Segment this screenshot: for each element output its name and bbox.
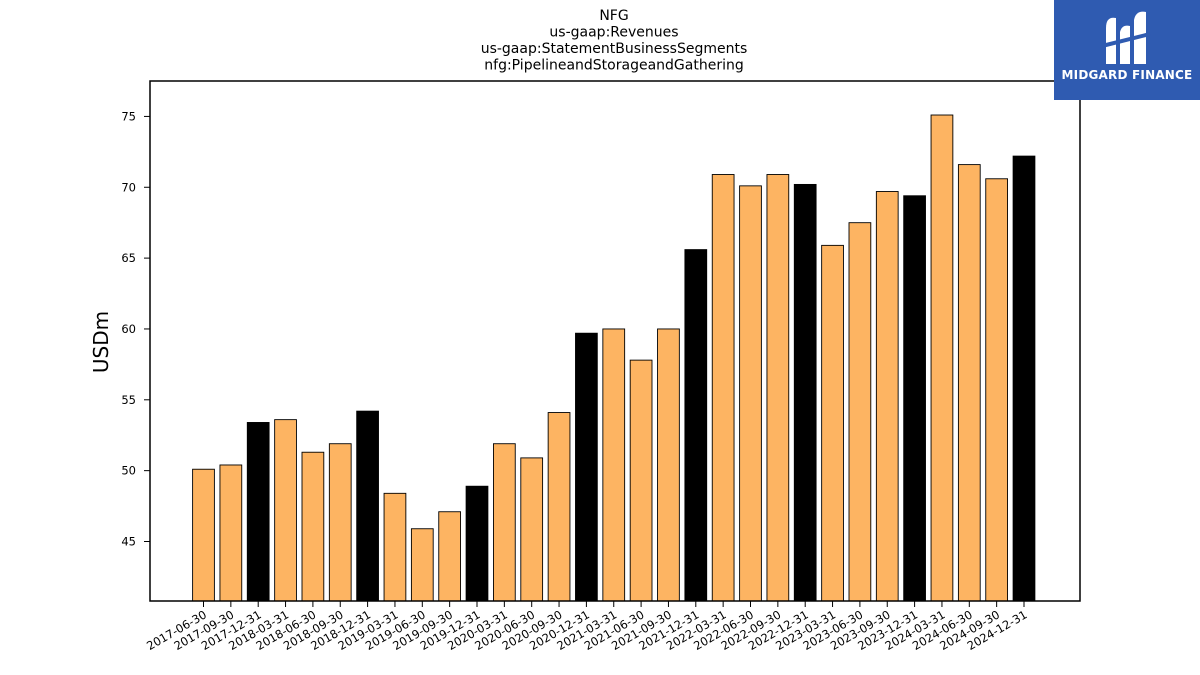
- bar-2024-06-30: [957, 164, 981, 602]
- bar-2023-09-30: [875, 191, 899, 602]
- bar-2021-03-31: [602, 328, 626, 602]
- midgard-finance-logo: MIDGARD FINANCE: [1054, 0, 1200, 100]
- bar-2021-12-31: [684, 249, 708, 602]
- bar-2020-06-30: [520, 457, 544, 602]
- y-tick-label: 65: [121, 251, 136, 265]
- y-axis: 45 50 55 60 65 70 75: [121, 109, 150, 548]
- chart-title-line: us-gaap:StatementBusinessSegments: [481, 41, 748, 57]
- bar-2019-03-31: [383, 492, 407, 602]
- bar-2020-09-30: [547, 412, 571, 602]
- bar-2018-03-31: [274, 419, 297, 602]
- bar-2017-12-31: [246, 422, 270, 602]
- bar-2022-12-31: [793, 183, 817, 602]
- bar-2022-03-31: [711, 174, 735, 602]
- bar-2024-09-30: [985, 178, 1008, 602]
- y-tick-label: 50: [121, 464, 136, 478]
- chart-title-line: us-gaap:Revenues: [549, 25, 678, 41]
- y-axis-label: USDm: [89, 311, 113, 373]
- bar-2023-03-31: [821, 244, 844, 602]
- bar-2019-12-31: [465, 485, 489, 602]
- y-tick-label: 45: [121, 534, 136, 548]
- y-tick-label: 60: [121, 322, 136, 336]
- bar-2020-12-31: [575, 332, 598, 602]
- bar-2019-06-30: [410, 528, 434, 602]
- bar-2023-06-30: [848, 222, 872, 602]
- bar-2023-12-31: [903, 195, 926, 602]
- bar-2022-09-30: [766, 174, 790, 602]
- y-tick-label: 75: [121, 109, 136, 123]
- bar-2024-12-31: [1012, 155, 1036, 602]
- bar-2018-09-30: [328, 443, 352, 602]
- bar-2017-06-30: [192, 468, 215, 602]
- x-axis: 2017-06-302017-09-302017-12-312018-03-31…: [144, 601, 1030, 653]
- chart-title-line: nfg:PipelineandStorageandGathering: [484, 58, 743, 74]
- chart-title: NFGus-gaap:Revenuesus-gaap:StatementBusi…: [481, 8, 748, 74]
- midgard-logo-icon: [1101, 11, 1151, 65]
- bar-2020-03-31: [493, 443, 516, 602]
- bars-group: [192, 114, 1036, 602]
- bar-2017-09-30: [219, 464, 243, 602]
- bar-2019-09-30: [438, 511, 461, 602]
- bar-2024-03-31: [930, 114, 954, 602]
- bar-2018-12-31: [356, 410, 379, 602]
- y-tick-label: 70: [121, 180, 136, 194]
- logo-text: MIDGARD FINANCE: [1061, 68, 1193, 82]
- bar-2018-06-30: [301, 451, 325, 602]
- plot-frame: [149, 80, 1081, 602]
- chart-title-line: NFG: [599, 8, 628, 24]
- bar-2021-09-30: [657, 328, 680, 602]
- bar-2021-06-30: [629, 359, 653, 602]
- y-tick-label: 55: [121, 393, 136, 407]
- bar-2022-06-30: [739, 185, 762, 602]
